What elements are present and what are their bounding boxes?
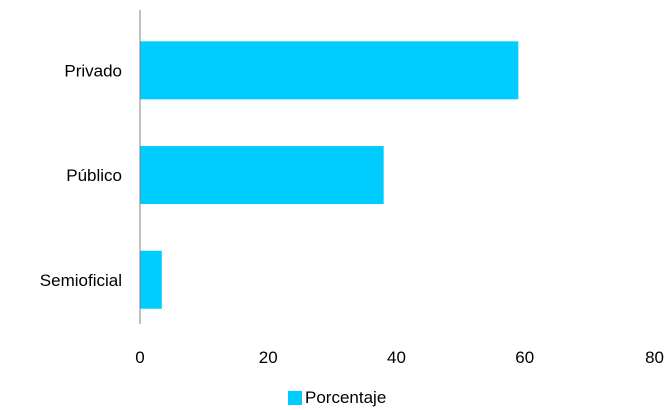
category-label: Público [66,166,122,185]
x-tick-label: 60 [515,348,534,367]
x-tick-label: 40 [387,348,406,367]
legend-swatch [288,391,302,405]
bar-semioficial [140,250,162,309]
legend: Porcentaje [288,387,386,409]
x-tick-label: 80 [645,348,664,367]
x-tick-label: 0 [135,348,144,367]
x-tick-label: 20 [259,348,278,367]
bar-privado [140,41,519,100]
legend-label: Porcentaje [305,388,387,407]
category-label: Semioficial [40,271,122,290]
bar-público [140,146,384,205]
category-label: Privado [64,61,122,80]
